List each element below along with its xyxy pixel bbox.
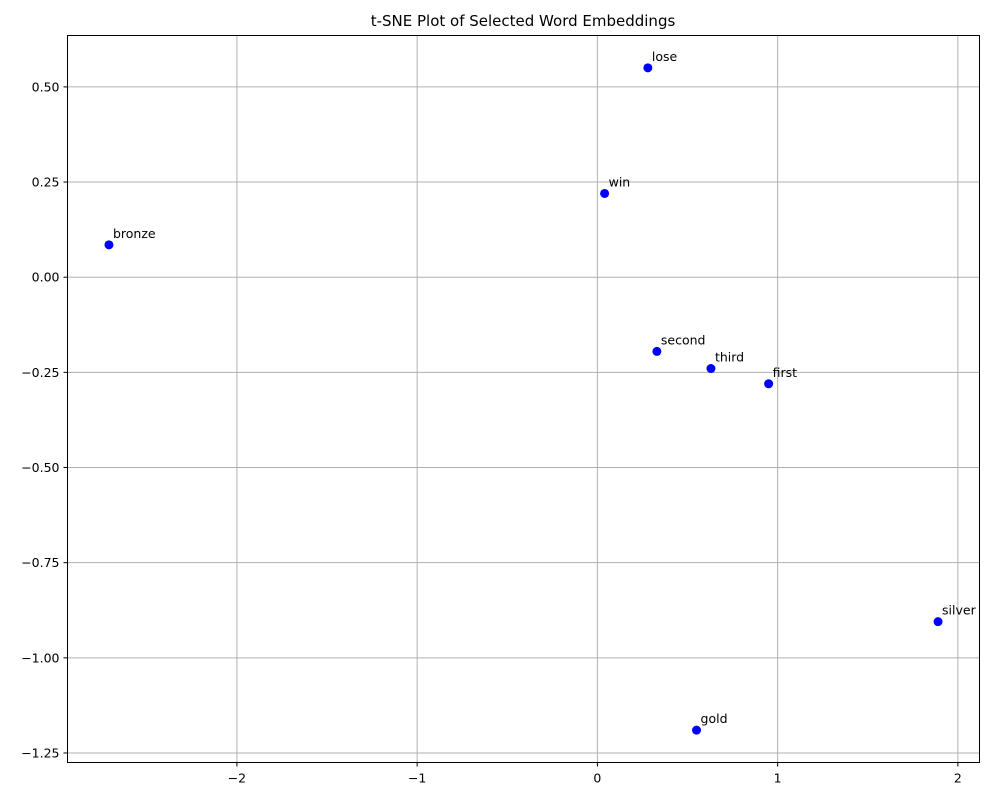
y-tick-label: −0.50 <box>21 460 59 475</box>
data-point-silver <box>933 617 943 627</box>
data-point-bronze <box>104 240 114 250</box>
point-label-bronze: bronze <box>113 226 156 241</box>
y-tick-label: 0.00 <box>32 270 60 285</box>
x-tick-label: 0 <box>593 771 601 786</box>
point-label-first: first <box>773 365 798 380</box>
data-point-first <box>764 379 774 389</box>
data-point-third <box>706 364 716 374</box>
y-tick-label: −0.25 <box>21 365 59 380</box>
point-label-second: second <box>661 332 706 347</box>
point-label-lose: lose <box>652 49 678 64</box>
y-tick-label: 0.50 <box>32 79 60 94</box>
chart-title: t-SNE Plot of Selected Word Embeddings <box>371 12 676 30</box>
point-label-gold: gold <box>701 711 728 726</box>
point-label-silver: silver <box>942 603 977 618</box>
data-points: lose win bronze second third first silver gold <box>104 49 977 735</box>
data-point-second <box>652 346 662 356</box>
x-tick-label: 1 <box>774 771 782 786</box>
data-point-gold <box>692 725 702 735</box>
grid <box>67 35 980 763</box>
x-axis-ticks: −2 −1 0 1 2 <box>228 762 962 786</box>
point-label-win: win <box>609 174 631 189</box>
y-axis-ticks: 0.50 0.25 0.00 −0.25 −0.50 −0.75 −1.00 −1.25 <box>21 79 68 760</box>
y-tick-label: −1.25 <box>21 745 59 760</box>
data-point-lose <box>643 63 653 73</box>
y-tick-label: −0.75 <box>21 555 59 570</box>
data-point-win <box>600 188 610 198</box>
y-tick-label: 0.25 <box>32 175 60 190</box>
x-tick-label: 2 <box>954 771 962 786</box>
plot-area-frame <box>67 35 980 763</box>
y-tick-label: −1.00 <box>21 650 59 665</box>
point-label-third: third <box>715 350 744 365</box>
x-tick-label: −1 <box>408 771 426 786</box>
x-tick-label: −2 <box>228 771 246 786</box>
